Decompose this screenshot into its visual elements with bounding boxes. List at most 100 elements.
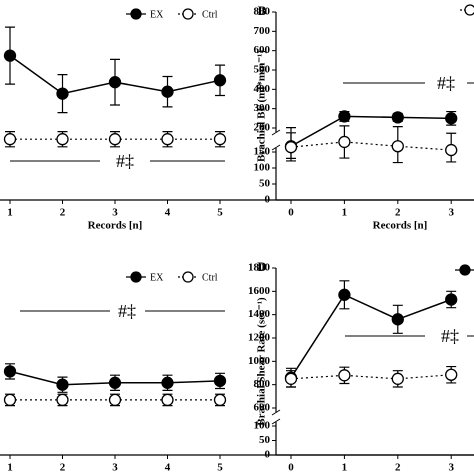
data-point bbox=[108, 376, 122, 389]
y-tick-label: 500 bbox=[254, 64, 271, 76]
annotation: #‡ bbox=[441, 326, 459, 346]
data-point bbox=[161, 393, 174, 407]
data-point bbox=[56, 393, 69, 407]
y-tick-label: 1000 bbox=[248, 355, 271, 367]
x-axis-label: Records [n] bbox=[373, 220, 428, 232]
data-point bbox=[391, 313, 404, 326]
data-point bbox=[213, 393, 227, 407]
y-tick-label: 0 bbox=[265, 194, 271, 206]
y-tick-label: 1200 bbox=[248, 332, 271, 344]
annotation: #‡ bbox=[118, 301, 136, 321]
y-tick-label: 700 bbox=[254, 25, 271, 37]
panel-letter: B bbox=[258, 3, 267, 18]
data-point bbox=[338, 110, 351, 123]
x-tick-label: 3 bbox=[112, 207, 118, 219]
data-point bbox=[56, 378, 69, 391]
legend-marker bbox=[459, 264, 471, 276]
legend-marker bbox=[182, 271, 194, 283]
legend-marker bbox=[182, 8, 194, 20]
legend-marker bbox=[130, 8, 142, 20]
x-tick-label: 2 bbox=[395, 207, 401, 219]
y-tick-label: 50 bbox=[259, 178, 271, 190]
x-tick-label: 1 bbox=[342, 462, 348, 474]
data-point bbox=[213, 374, 227, 388]
legend-label: EX bbox=[150, 272, 164, 283]
x-tick-label: 3 bbox=[112, 462, 118, 474]
x-tick-label: 3 bbox=[448, 462, 454, 474]
x-tick-label: 2 bbox=[395, 462, 401, 474]
axis-break bbox=[271, 144, 281, 151]
y-tick-label: 600 bbox=[254, 44, 271, 56]
data-point bbox=[391, 140, 404, 153]
x-tick-label: 1 bbox=[7, 207, 13, 219]
annotation: #‡ bbox=[437, 73, 455, 93]
data-point bbox=[445, 293, 458, 306]
data-point bbox=[338, 288, 351, 301]
y-tick-label: 400 bbox=[254, 83, 271, 95]
data-point bbox=[391, 372, 404, 385]
data-point bbox=[108, 76, 122, 89]
y-axis-label: Brachial Shear Rate (sec⁻¹) bbox=[256, 297, 268, 426]
series-line bbox=[290, 141, 452, 151]
x-tick-label: 0 bbox=[288, 207, 294, 219]
y-tick-label: 800 bbox=[254, 378, 271, 390]
series-line bbox=[290, 115, 452, 147]
x-tick-label: 4 bbox=[165, 207, 171, 219]
data-point bbox=[445, 368, 458, 381]
axis-break bbox=[271, 409, 281, 416]
y-tick-label: 100 bbox=[254, 162, 271, 174]
data-point bbox=[391, 111, 404, 124]
y-tick-label: 600 bbox=[254, 402, 271, 414]
data-point bbox=[56, 87, 69, 100]
legend-label: Ctrl bbox=[202, 9, 218, 20]
y-tick-label: 300 bbox=[254, 102, 271, 114]
legend-marker bbox=[464, 4, 474, 16]
y-axis-label: Brachial BF (ml*min⁻¹) bbox=[256, 50, 268, 162]
data-point bbox=[213, 133, 227, 146]
legend-label: Ctrl bbox=[202, 272, 218, 283]
x-axis-label: Records [n] bbox=[88, 220, 143, 232]
data-point bbox=[3, 133, 17, 146]
data-point bbox=[213, 74, 227, 87]
data-point bbox=[161, 133, 174, 146]
x-tick-label: 2 bbox=[60, 462, 66, 474]
y-tick-label: 200 bbox=[254, 122, 271, 134]
data-point bbox=[338, 135, 351, 149]
series-line bbox=[290, 293, 452, 379]
y-tick-label: 800 bbox=[254, 6, 271, 18]
data-point bbox=[338, 369, 351, 382]
y-tick-label: 0 bbox=[265, 449, 271, 461]
annotation: #‡ bbox=[116, 151, 134, 171]
axis-break bbox=[271, 418, 281, 425]
data-point bbox=[3, 393, 17, 407]
y-tick-label: 150 bbox=[254, 146, 271, 158]
data-point bbox=[161, 85, 174, 98]
data-point bbox=[161, 376, 174, 389]
y-tick-label: 1800 bbox=[248, 262, 271, 274]
data-point bbox=[3, 365, 17, 378]
data-point bbox=[445, 143, 458, 157]
x-tick-label: 3 bbox=[448, 207, 454, 219]
y-tick-label: 1400 bbox=[248, 308, 271, 320]
y-tick-label: 1600 bbox=[248, 285, 271, 297]
data-point bbox=[445, 112, 458, 125]
legend-marker bbox=[130, 271, 142, 283]
y-tick-label: 50 bbox=[259, 434, 271, 446]
x-tick-label: 4 bbox=[165, 462, 171, 474]
data-point bbox=[108, 133, 122, 146]
legend-label: EX bbox=[150, 9, 164, 20]
axis-break bbox=[271, 129, 281, 136]
x-tick-label: 5 bbox=[217, 462, 223, 474]
x-tick-label: 2 bbox=[60, 207, 66, 219]
x-tick-label: 5 bbox=[217, 207, 223, 219]
x-tick-label: 1 bbox=[342, 207, 348, 219]
panel-letter: D bbox=[257, 259, 266, 274]
series-line bbox=[290, 374, 452, 380]
data-point bbox=[284, 141, 298, 154]
y-tick-label: 100 bbox=[254, 420, 271, 432]
data-point bbox=[108, 393, 122, 407]
data-point bbox=[3, 49, 17, 62]
x-tick-label: 0 bbox=[288, 462, 294, 474]
data-point bbox=[56, 133, 69, 146]
